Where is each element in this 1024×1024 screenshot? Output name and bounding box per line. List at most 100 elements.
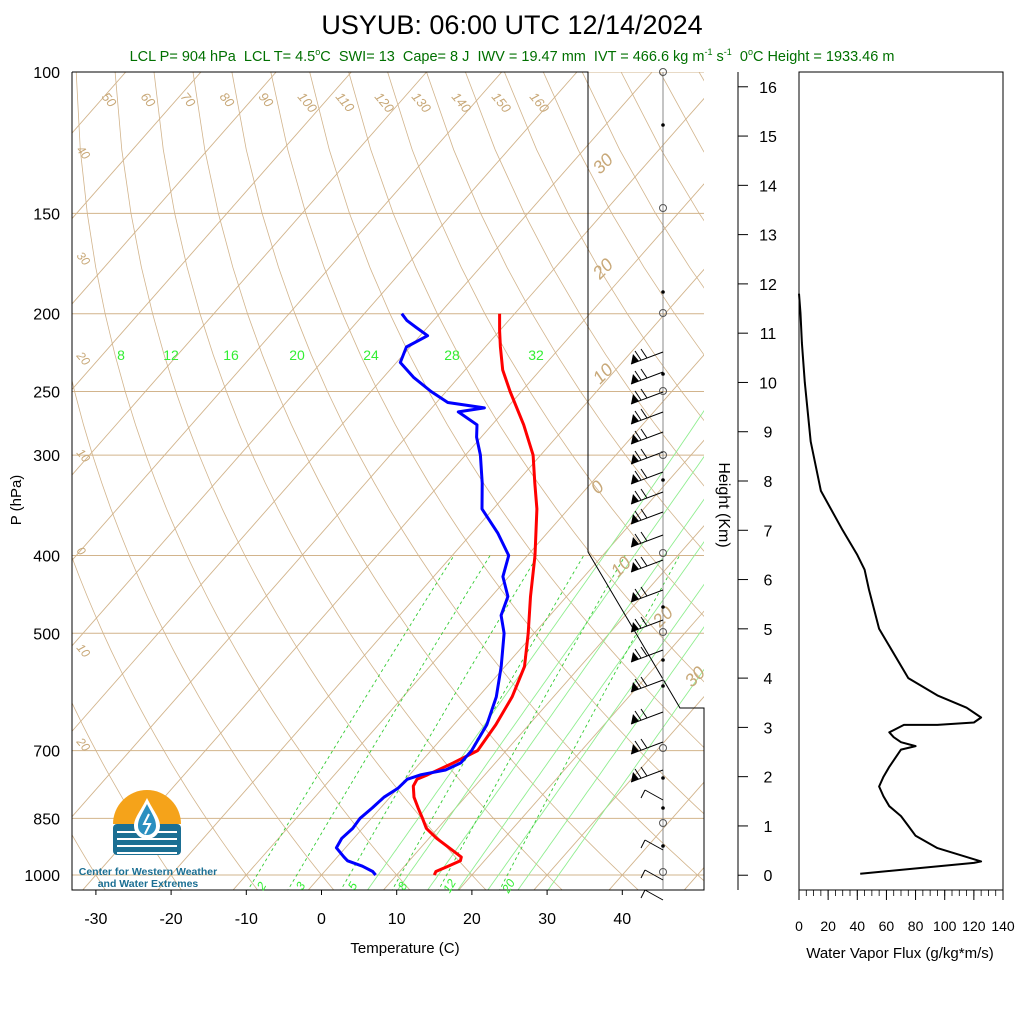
dry-adiabat [114, 72, 487, 890]
wind-barb-low [640, 869, 664, 881]
moist-adiabat-label: 24 [363, 347, 379, 363]
dry-adiabat-label: 100 [295, 89, 321, 116]
flux-profile [798, 293, 983, 875]
wind-barb [630, 676, 664, 693]
flux-x-tick-label: 20 [820, 918, 836, 934]
flux-y-tick-label: 14 [759, 178, 777, 195]
flux-y-tick-label: 8 [764, 474, 773, 491]
temp-tick-label: -30 [84, 911, 107, 928]
flux-x-tick-label: 100 [933, 918, 957, 934]
wind-barb [630, 531, 664, 548]
x-axis-label: Temperature (C) [350, 940, 459, 957]
flux-y-tick-label: 16 [759, 80, 777, 97]
pressure-tick-label: 700 [33, 744, 60, 761]
moist-adiabat-label: 12 [163, 347, 179, 363]
moist-adiabat-label: 32 [528, 347, 544, 363]
flux-x-tick-label: 140 [991, 918, 1015, 934]
stats-line: LCL P= 904 hPa LCL T= 4.5oC SWI= 13 Cape… [0, 47, 1024, 65]
wind-barb [630, 428, 664, 445]
isotherm-line [82, 183, 704, 890]
temp-tick-label: -10 [235, 911, 258, 928]
calm-circle [659, 204, 667, 212]
isotherm-label-right: 30 [681, 663, 709, 691]
isotherm-line [307, 439, 704, 890]
calm-circle [659, 819, 667, 827]
isotherm-label-right: 10 [607, 553, 635, 581]
wind-dot [661, 776, 665, 780]
dry-adiabat [387, 72, 704, 617]
isotherm-line [72, 72, 277, 305]
dry-adiabat-label: 160 [527, 89, 553, 116]
stat-swi: SWI= 13 [338, 48, 395, 65]
mixing-ratio-label: 12 [440, 876, 459, 895]
calm-circle [659, 628, 667, 636]
calm-circle [659, 451, 667, 459]
calm-circle [659, 387, 667, 395]
stat-ivt: IVT = 466.6 kg m-1 s-1 [593, 47, 732, 65]
dry-adiabat-label: 60 [138, 89, 159, 110]
flux-x-tick-label: 80 [908, 918, 924, 934]
dry-adiabat [75, 72, 411, 890]
flux-y-tick-label: 7 [764, 523, 773, 540]
dry-adiabat [620, 72, 704, 222]
isotherm-line [533, 696, 704, 890]
isotherm-line [72, 72, 427, 476]
flux-frame [798, 71, 1004, 891]
pressure-tick-label: 500 [33, 626, 60, 643]
mixing-ratio-line [391, 555, 585, 890]
wind-barb [630, 616, 664, 633]
wind-dot [661, 605, 665, 609]
dry-adiabat [581, 72, 704, 289]
wind-barb [630, 408, 664, 425]
wind-barb [630, 348, 664, 365]
moist-adiabat-label: 20 [289, 347, 305, 363]
logo-caption: Center for Western Weather and Water Ext… [56, 866, 240, 890]
dry-adiabat-label: 140 [449, 89, 475, 116]
dry-adiabat-label: 120 [372, 89, 398, 116]
wind-barb [630, 738, 664, 755]
wind-dot [661, 372, 665, 376]
pressure-tick-label: 100 [33, 65, 60, 82]
stat-lcl-t: LCL T= 4.5oC [243, 47, 331, 65]
isotherm-line [157, 268, 704, 890]
logo-bolt [142, 813, 152, 835]
flux-y-tick-label: 2 [764, 770, 773, 787]
isotherm-line [608, 781, 704, 890]
isotherm-line [758, 72, 1024, 892]
isotherm-line [72, 72, 653, 732]
wind-dot [661, 658, 665, 662]
wind-barb [630, 368, 664, 385]
wind-barb [630, 488, 664, 505]
wind-barb-low [640, 889, 664, 901]
moist-adiabat [366, 410, 704, 890]
isotherm-label-left: 20 [73, 734, 93, 754]
stat-iwv: IWV = 19.47 mm [477, 48, 586, 65]
isotherm-line [458, 610, 704, 890]
stat-cape: Cape= 8 J [402, 48, 470, 65]
pressure-tick-label: 150 [33, 206, 60, 223]
flux-x-axis-label: Water Vapor Flux (g/kg*m/s) [806, 945, 994, 962]
mixing-ratio-label: 20 [499, 876, 518, 896]
calm-circle [659, 549, 667, 557]
flux-y-tick-label: 1 [764, 819, 773, 836]
temp-tick-label: 30 [538, 911, 556, 928]
flux-y-tick-label: 15 [759, 129, 777, 146]
wind-dot [661, 684, 665, 688]
wind-barb [630, 388, 664, 405]
moist-adiabat [547, 668, 704, 890]
temp-tick-label: -20 [160, 911, 183, 928]
pressure-tick-label: 850 [33, 811, 60, 828]
y-axis-label: P (hPa) [8, 475, 25, 526]
pressure-tick-label: 1000 [24, 868, 60, 885]
dry-adiabat [309, 72, 704, 749]
mixing-ratio-line [287, 555, 491, 890]
dry-adiabat [72, 702, 182, 890]
logo-line-2: and Water Extremes [97, 878, 199, 890]
pressure-tick-label: 200 [33, 307, 60, 324]
wind-barb [630, 766, 664, 783]
dry-adiabat [348, 72, 704, 683]
isotherm-label-left: 40 [74, 143, 94, 162]
stat-freezing-height: 0oC Height = 1933.46 m [739, 47, 895, 65]
calm-circle [659, 744, 667, 752]
